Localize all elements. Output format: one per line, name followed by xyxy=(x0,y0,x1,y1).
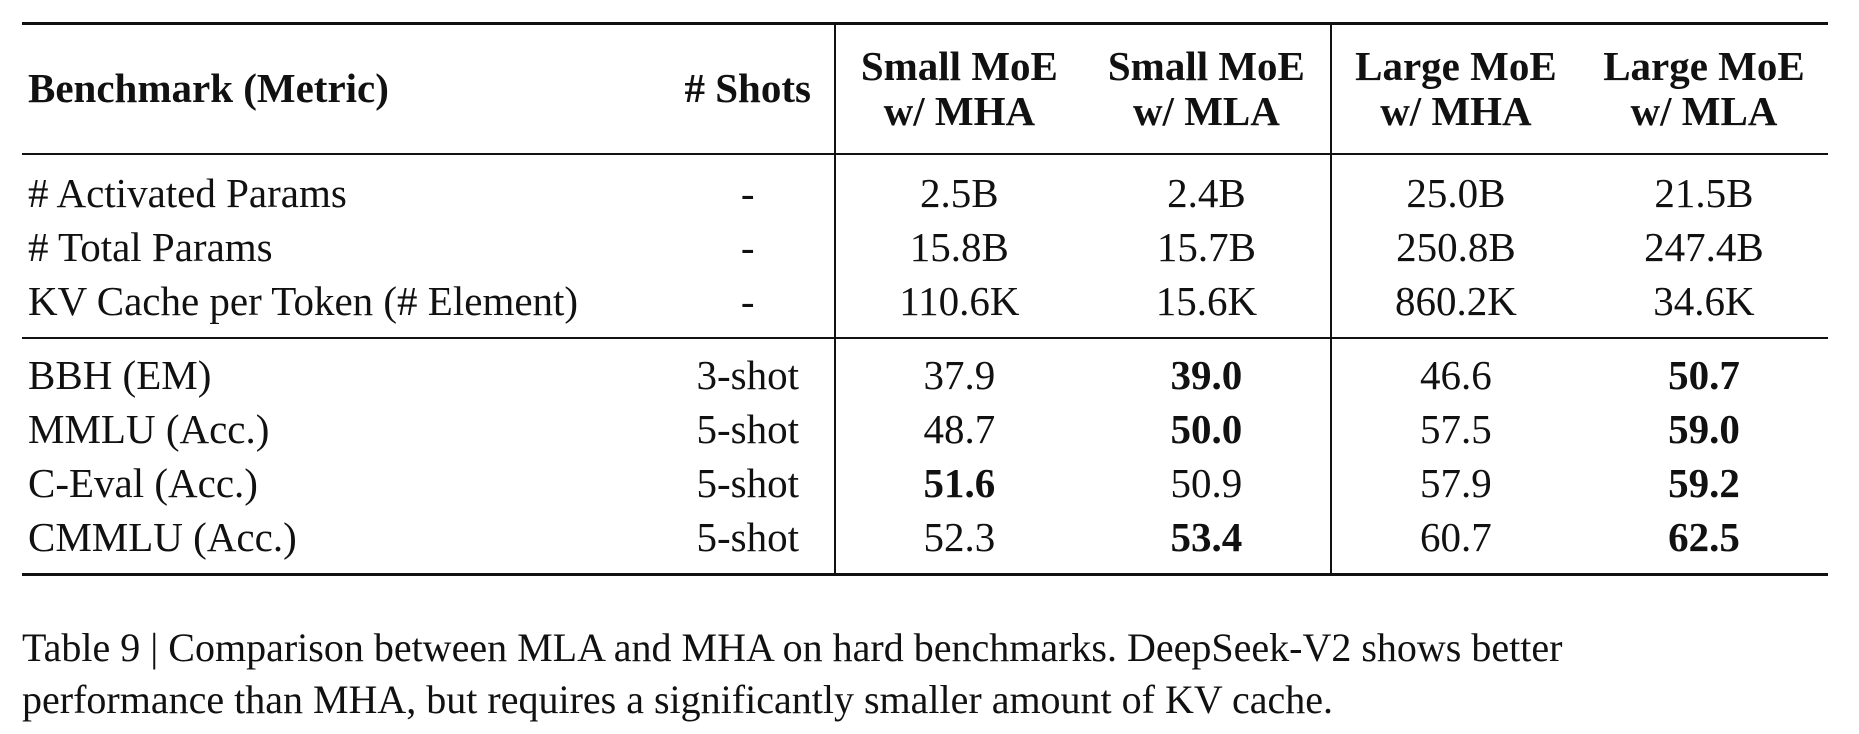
value-cell: 110.6K xyxy=(833,275,1083,339)
value-cell: 52.3 xyxy=(833,511,1083,576)
value-cell: 21.5B xyxy=(1654,170,1754,217)
value-cell: 59.2 xyxy=(1668,460,1740,507)
table-row: C-Eval (Acc.) 5-shot 51.6 50.9 57.9 59.2 xyxy=(22,457,1828,511)
value-cell: 59.0 xyxy=(1668,406,1740,453)
header-line2: w/ MLA xyxy=(1630,88,1778,134)
value-cell: 51.6 xyxy=(833,457,1083,511)
header-line2: w/ MHA xyxy=(1380,88,1532,134)
shots-cell: 3-shot xyxy=(696,352,799,399)
params-section: # Activated Params -2.5B 2.4B 25.0B 21.5B # T… xyxy=(22,154,1828,339)
table-row: # Total Params - 15.8B 15.7B 250.8B 247.4B xyxy=(22,221,1828,275)
table-row: CMMLU (Acc.) 5-shot 52.3 53.4 60.7 62.5 xyxy=(22,511,1828,576)
header-line1: Small MoE xyxy=(1107,42,1305,89)
value-cell: 860.2K xyxy=(1329,275,1580,339)
shots-cell: 5-shot xyxy=(696,460,799,507)
value-cell: 2.4B xyxy=(1167,170,1246,217)
comparison-table: Benchmark (Metric) # Shots Small MoE w/ … xyxy=(22,22,1828,576)
caption-line: Table 9 | Comparison between MLA and MHA… xyxy=(22,625,1563,670)
value-cell: 60.7 xyxy=(1329,511,1580,576)
header-line1: Large MoE xyxy=(1603,42,1805,89)
value-cell: 50.7 xyxy=(1668,352,1740,399)
header-benchmark: Benchmark (Metric) xyxy=(22,22,662,155)
value-cell: 25.0B xyxy=(1329,154,1580,221)
table-row: MMLU (Acc.) 5-shot 48.7 50.0 57.5 59.0 xyxy=(22,403,1828,457)
value-cell: 53.4 xyxy=(1082,511,1331,576)
caption-line: performance than MHA, but requires a sig… xyxy=(22,677,1334,722)
shots-cell: - xyxy=(740,224,755,271)
value-cell: 247.4B xyxy=(1644,224,1764,271)
header-line1: Large MoE xyxy=(1355,42,1557,89)
shots-cell: 5-shot xyxy=(661,511,835,576)
header-small-moe-mha: Small MoE w/ MHA xyxy=(833,22,1083,155)
shots-cell: - xyxy=(661,275,835,339)
value-cell: 48.7 xyxy=(833,403,1083,457)
table-row: # Activated Params - 2.5B 2.4B 25.0B 21.5B xyxy=(22,154,1828,221)
benchmark-cell: BBH (EM) xyxy=(28,352,212,399)
value-cell: 37.9 xyxy=(833,338,1083,403)
header-shots: # Shots xyxy=(661,22,835,155)
table-container: Benchmark (Metric) # Shots Small MoE w/ … xyxy=(22,22,1828,576)
header-line1: Small MoE xyxy=(860,42,1058,89)
value-cell: 2.5B xyxy=(833,154,1083,221)
value-cell: 57.5 xyxy=(1329,403,1580,457)
header-line2: w/ MLA xyxy=(1132,88,1280,134)
header-large-moe-mha: Large MoE w/ MHA xyxy=(1329,22,1580,155)
table-caption: Table 9 | Comparison between MLA and MHA… xyxy=(22,622,1842,726)
table-header-row: Benchmark (Metric) # Shots Small MoE w/ … xyxy=(22,22,1828,155)
table-row: KV Cache per Token (# Element) -110.6K 15.… xyxy=(22,275,1828,339)
benchmark-cell: MMLU (Acc.) xyxy=(28,406,270,453)
value-cell: 46.6 xyxy=(1329,338,1580,403)
benchmark-cell: # Total Params xyxy=(28,224,273,271)
benchmark-cell: # Activated Params xyxy=(28,170,347,217)
value-cell: 39.0 xyxy=(1170,352,1243,399)
table-row: BBH (EM) 3-shot 37.9 39.0 46.6 50.7 xyxy=(22,338,1828,403)
value-cell: 15.8B xyxy=(833,221,1083,275)
value-cell: 34.6K xyxy=(1579,275,1828,339)
benchmark-section: BBH (EM) 3-shot 37.9 39.0 46.6 50.7 MMLU (Acc.… xyxy=(22,338,1828,576)
header-line2: w/ MHA xyxy=(883,88,1036,134)
value-cell: 57.9 xyxy=(1329,457,1580,511)
header-large-moe-mla: Large MoE w/ MLA xyxy=(1579,22,1828,155)
value-cell: 15.7B xyxy=(1156,224,1256,271)
value-cell: 250.8B xyxy=(1329,221,1580,275)
value-cell: 15.6K xyxy=(1082,275,1331,339)
header-small-moe-mla: Small MoE w/ MLA xyxy=(1082,22,1331,155)
value-cell: 50.9 xyxy=(1170,460,1243,507)
shots-cell: 5-shot xyxy=(696,406,799,453)
benchmark-cell: KV Cache per Token (# Element) xyxy=(22,275,662,339)
benchmark-cell: CMMLU (Acc.) xyxy=(22,511,662,576)
shots-cell: - xyxy=(740,170,755,217)
benchmark-cell: C-Eval (Acc.) xyxy=(28,460,258,507)
value-cell: 50.0 xyxy=(1170,406,1243,453)
value-cell: 62.5 xyxy=(1579,511,1828,576)
